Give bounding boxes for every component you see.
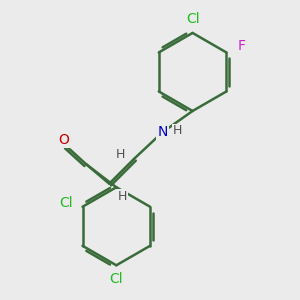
Text: O: O (58, 133, 69, 147)
Text: H: H (118, 190, 128, 203)
Text: N: N (157, 125, 168, 139)
Text: F: F (237, 39, 245, 53)
Text: Cl: Cl (110, 272, 123, 286)
Text: H: H (173, 124, 182, 137)
Text: H: H (116, 148, 125, 161)
Text: Cl: Cl (60, 196, 74, 210)
Text: Cl: Cl (186, 13, 200, 26)
